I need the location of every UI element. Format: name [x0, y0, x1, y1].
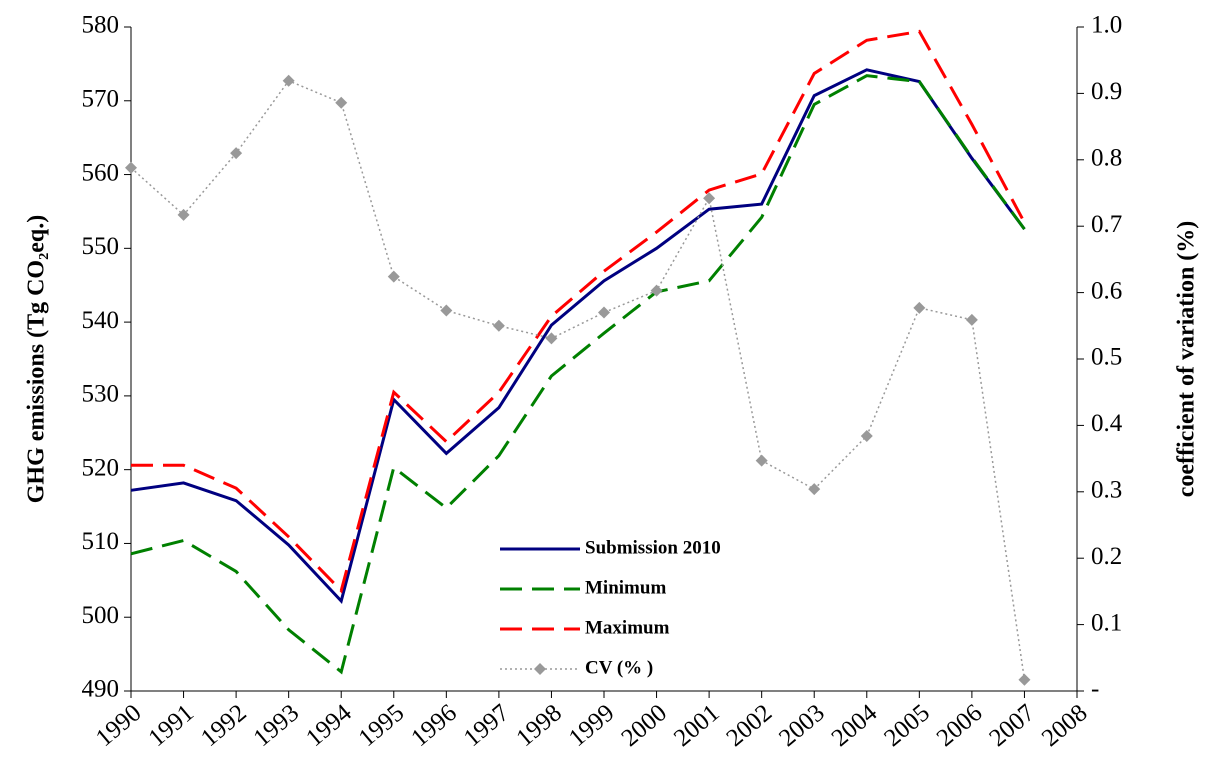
y-axis-title: GHG emissions (Tg CO₂eq.) — [24, 215, 50, 504]
series-marker — [650, 284, 663, 297]
series-marker — [387, 270, 400, 283]
x-tick-label: 1990 — [91, 699, 147, 752]
y2-tick-label: 0.1 — [1091, 609, 1122, 636]
series-marker — [492, 319, 505, 332]
y-tick-label: 540 — [82, 307, 120, 334]
series-line — [130, 68, 1026, 605]
series-marker — [1018, 673, 1031, 686]
series-line — [131, 29, 1026, 594]
y2-axis-title: coefficient of variation (%) — [1174, 221, 1200, 498]
y-tick-label: 500 — [82, 602, 120, 629]
y-tick-label: 520 — [82, 454, 120, 481]
series-marker — [913, 301, 926, 314]
x-tick-label: 2008 — [1037, 699, 1093, 752]
y-tick-label: 570 — [82, 86, 120, 113]
x-tick-label: 2002 — [722, 699, 778, 752]
legend-label: CV (% ) — [585, 657, 653, 678]
series-marker — [177, 208, 190, 221]
x-tick-label: 2006 — [932, 699, 988, 752]
x-tick-label: 1995 — [354, 699, 410, 752]
x-tick-label: 1993 — [249, 699, 305, 752]
series-marker — [545, 332, 558, 345]
series-marker — [230, 147, 243, 160]
x-tick-label: 2007 — [984, 699, 1040, 752]
x-tick-label: 1994 — [301, 699, 357, 752]
x-tick-label: 1992 — [196, 699, 252, 752]
series-marker — [125, 161, 137, 174]
x-tick-label: 1996 — [406, 699, 462, 752]
series-marker — [703, 192, 716, 205]
x-tick-label: 2001 — [669, 699, 725, 752]
series-marker — [282, 74, 295, 87]
x-tick-label: 1997 — [459, 699, 515, 752]
y-tick-label: 510 — [82, 528, 120, 555]
y2-tick-label: 0.5 — [1091, 344, 1122, 371]
y-tick-label: 530 — [82, 381, 120, 408]
y2-tick-label: 0.8 — [1091, 145, 1122, 172]
y2-tick-label: 0.4 — [1091, 410, 1123, 437]
series-marker — [598, 306, 610, 319]
legend-label: Maximum — [585, 617, 670, 638]
legend-label: Minimum — [585, 577, 666, 598]
series-marker — [860, 430, 873, 443]
y2-tick-label: 0.9 — [1091, 78, 1122, 105]
series-marker — [965, 313, 978, 326]
y2-tick-label: 0.6 — [1091, 277, 1122, 304]
series-marker — [755, 454, 768, 467]
series-line — [130, 79, 1026, 680]
y2-tick-label: 1.0 — [1091, 12, 1122, 39]
x-tick-label: 1991 — [143, 699, 199, 752]
series-marker — [335, 96, 348, 109]
legend-marker — [534, 663, 546, 675]
x-tick-label: 2004 — [827, 699, 883, 752]
y2-tick-label: 0.7 — [1091, 211, 1122, 238]
x-tick-label: 2003 — [774, 699, 830, 752]
y2-tick-label: 0.2 — [1091, 543, 1122, 570]
series-marker — [808, 483, 821, 496]
x-tick-label: 2005 — [879, 699, 935, 752]
series-line — [130, 74, 1026, 675]
y2-tick-label: - — [1091, 676, 1099, 703]
legend-label: Submission 2010 — [585, 537, 721, 558]
x-tick-label: 1999 — [564, 699, 620, 752]
y-tick-label: 560 — [82, 159, 120, 186]
y2-tick-label: 0.3 — [1091, 477, 1122, 504]
y-tick-label: 550 — [82, 233, 120, 260]
y-tick-label: 580 — [82, 12, 120, 39]
series-marker — [440, 304, 453, 317]
y-tick-label: 490 — [82, 676, 120, 703]
x-tick-label: 1998 — [511, 699, 567, 752]
x-tick-label: 2000 — [616, 699, 672, 752]
